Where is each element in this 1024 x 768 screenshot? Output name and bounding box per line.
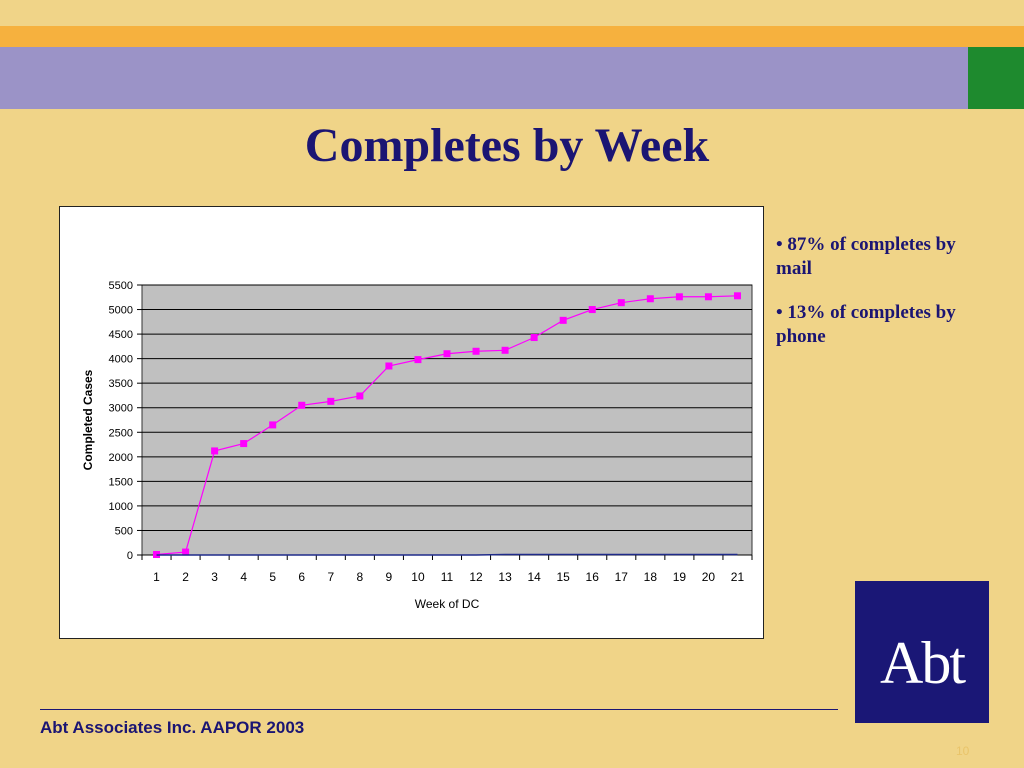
x-tick-label: 21 bbox=[731, 570, 745, 584]
data-point-mail bbox=[443, 350, 451, 358]
chart-frame: 0 500 1000 1500 2000 2500 3000 3500 4000 4500 5000… bbox=[59, 206, 764, 639]
y-tick-label: 5000 bbox=[109, 305, 133, 317]
gridlines bbox=[137, 284, 753, 560]
data-point-mail bbox=[414, 356, 422, 364]
abt-logo-text: Abt bbox=[880, 629, 966, 696]
line-chart: 0 500 1000 1500 2000 2500 3000 3500 4000 4500 5000… bbox=[81, 280, 753, 611]
plot-area bbox=[141, 284, 753, 556]
footer-text: Abt Associates Inc. AAPOR 2003 bbox=[40, 718, 305, 737]
x-axis-label: Week of DC bbox=[415, 597, 480, 611]
data-point-mail bbox=[298, 401, 306, 409]
data-point-mail bbox=[675, 293, 683, 301]
x-tick-label: 15 bbox=[557, 570, 571, 584]
data-point-mail bbox=[704, 293, 712, 301]
x-tick-label: 9 bbox=[386, 570, 393, 584]
data-point-mail bbox=[501, 346, 509, 354]
x-tick-label: 8 bbox=[357, 570, 364, 584]
data-point-mail bbox=[240, 440, 248, 448]
x-tick-label: 5 bbox=[269, 570, 276, 584]
y-tick-labels: 0 500 1000 1500 2000 2500 3000 3500 4000 4500 5000… bbox=[109, 280, 133, 562]
y-tick-label: 2000 bbox=[109, 452, 133, 464]
x-tick-label: 18 bbox=[644, 570, 658, 584]
y-tick-label: 0 bbox=[127, 550, 133, 562]
x-tick-label: 20 bbox=[702, 570, 716, 584]
x-tick-label: 13 bbox=[498, 570, 512, 584]
data-point-mail bbox=[211, 447, 219, 455]
data-point-mail bbox=[472, 347, 480, 355]
abt-logo: Abt bbox=[855, 581, 989, 723]
x-tick-label: 1 bbox=[153, 570, 160, 584]
x-tick-label: 11 bbox=[441, 570, 454, 584]
x-tick-labels: 1 2 3 4 5 6 7 8 9 10 11 12 13 14 15 16 17 18 19 20 21 bbox=[153, 570, 744, 584]
y-tick-label: 3000 bbox=[109, 403, 133, 415]
page-number: 10 bbox=[956, 744, 970, 758]
data-point-mail bbox=[733, 292, 741, 300]
data-point-mail bbox=[617, 299, 625, 307]
y-tick-label: 500 bbox=[115, 525, 133, 537]
y-tick-label: 3500 bbox=[109, 378, 133, 390]
y-tick-label: 4000 bbox=[109, 354, 133, 366]
bullet-phone: • 13% of completes by phone bbox=[776, 302, 956, 347]
y-tick-label: 2500 bbox=[109, 427, 133, 439]
y-tick-label: 1500 bbox=[109, 476, 133, 488]
data-point-mail bbox=[182, 548, 190, 556]
data-point-mail bbox=[356, 392, 364, 400]
series-group bbox=[153, 292, 741, 559]
x-tick-label: 14 bbox=[527, 570, 541, 584]
top-green-block bbox=[968, 47, 1024, 109]
x-tick-label: 10 bbox=[411, 570, 425, 584]
x-tick-label: 6 bbox=[298, 570, 305, 584]
data-point-mail bbox=[153, 551, 161, 559]
slide-title: Completes by Week bbox=[304, 119, 710, 172]
x-tick-label: 12 bbox=[469, 570, 483, 584]
x-tick-label: 4 bbox=[240, 570, 247, 584]
data-point-mail bbox=[588, 306, 596, 314]
data-point-mail bbox=[327, 397, 335, 405]
y-tick-label: 1000 bbox=[109, 501, 133, 513]
x-tick-label: 19 bbox=[673, 570, 687, 584]
top-purple-band bbox=[0, 47, 968, 109]
y-tick-label: 5500 bbox=[109, 280, 133, 292]
bullet-list: • 87% of completes by mail • 13% of comp… bbox=[776, 233, 986, 369]
top-orange-band bbox=[0, 26, 1024, 47]
data-point-mail bbox=[646, 295, 654, 303]
bullet-mail: • 87% of completes by mail bbox=[776, 234, 956, 279]
y-tick-label: 4500 bbox=[109, 329, 133, 341]
x-tick-label: 16 bbox=[586, 570, 600, 584]
data-point-mail bbox=[269, 421, 277, 429]
x-tick-label: 3 bbox=[211, 570, 218, 584]
x-tick-label: 2 bbox=[182, 570, 189, 584]
y-axis-label: Completed Cases bbox=[81, 369, 95, 470]
data-point-mail bbox=[530, 334, 538, 342]
data-point-mail bbox=[559, 316, 567, 324]
x-tick-label: 17 bbox=[615, 570, 629, 584]
x-tick-label: 7 bbox=[327, 570, 334, 584]
data-point-mail bbox=[385, 362, 393, 370]
footer-divider bbox=[40, 709, 838, 710]
